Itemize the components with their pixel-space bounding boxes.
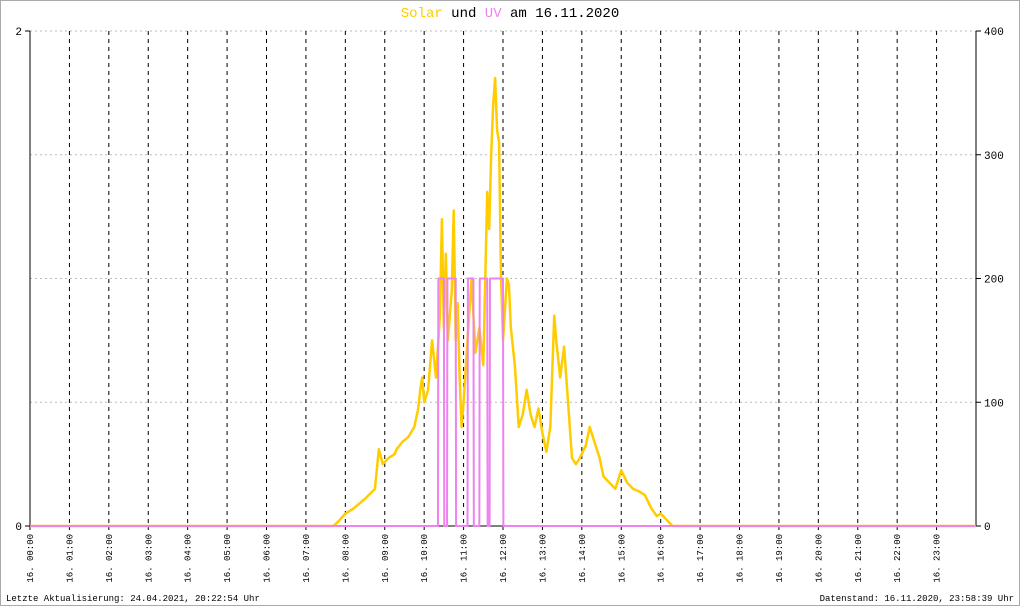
footer-left: Letzte Aktualisierung: 24.04.2021, 20:22…	[6, 594, 260, 604]
x-tick-label: 16. 09:00	[381, 534, 391, 583]
series-line	[30, 277, 976, 527]
y2-tick-label: 400	[984, 27, 1004, 39]
title-text: und	[451, 6, 476, 22]
y2-tick-label: 100	[984, 398, 1004, 410]
x-tick-label: 16. 16:00	[657, 534, 667, 583]
x-tick-label: 16. 23:00	[933, 534, 943, 583]
chart-title: Solar und UV am 16.11.2020	[401, 6, 619, 22]
x-tick-label: 16. 19:00	[775, 534, 785, 583]
y-tick-label: 2	[15, 27, 22, 39]
x-tick-label: 16. 13:00	[538, 534, 548, 583]
x-tick-label: 16. 10:00	[420, 534, 430, 583]
y2-tick-label: 300	[984, 151, 1004, 163]
legend-entry: UV	[485, 6, 502, 22]
title-text: am 16.11.2020	[510, 6, 619, 22]
x-tick-label: 16. 03:00	[144, 534, 154, 583]
x-tick-label: 16. 11:00	[460, 534, 470, 583]
x-tick-label: 16. 04:00	[184, 534, 194, 583]
y2-tick-label: 200	[984, 275, 1004, 287]
x-tick-label: 16. 18:00	[736, 534, 746, 583]
x-tick-label: 16. 06:00	[263, 534, 273, 583]
x-tick-label: 16. 08:00	[341, 534, 351, 583]
x-tick-label: 16. 21:00	[854, 534, 864, 583]
x-tick-label: 16. 01:00	[65, 534, 75, 583]
x-tick-label: 16. 17:00	[696, 534, 706, 583]
y-tick-label: 0	[15, 522, 22, 534]
x-tick-label: 16. 22:00	[893, 534, 903, 583]
x-tick-label: 16. 00:00	[26, 534, 36, 583]
series-line	[30, 76, 976, 528]
x-tick-label: 16. 12:00	[499, 534, 509, 583]
y2-tick-label: 0	[984, 522, 991, 534]
legend-entry: Solar	[401, 6, 443, 22]
x-tick-label: 16. 07:00	[302, 534, 312, 583]
x-tick-label: 16. 02:00	[105, 534, 115, 583]
x-tick-label: 16. 20:00	[814, 534, 824, 583]
x-tick-label: 16. 14:00	[578, 534, 588, 583]
footer-right: Datenstand: 16.11.2020, 23:58:39 Uhr	[820, 594, 1014, 604]
x-tick-label: 16. 05:00	[223, 534, 233, 583]
x-tick-label: 16. 15:00	[617, 534, 627, 583]
